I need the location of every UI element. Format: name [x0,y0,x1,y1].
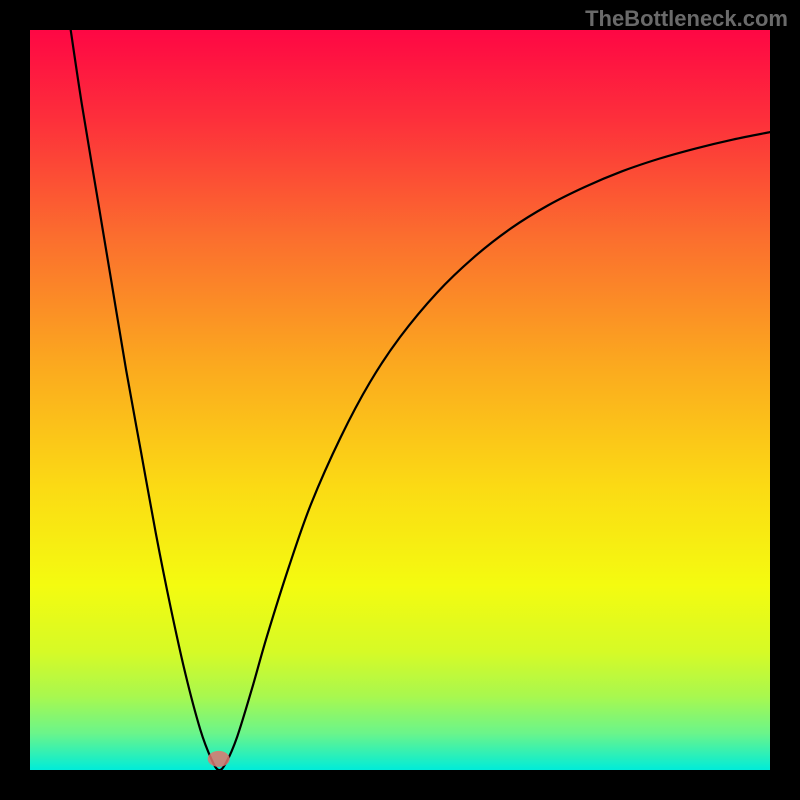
plot-area [30,30,770,770]
watermark-text: TheBottleneck.com [585,6,788,32]
bottleneck-point [208,751,230,767]
bottleneck-curve [30,30,770,770]
